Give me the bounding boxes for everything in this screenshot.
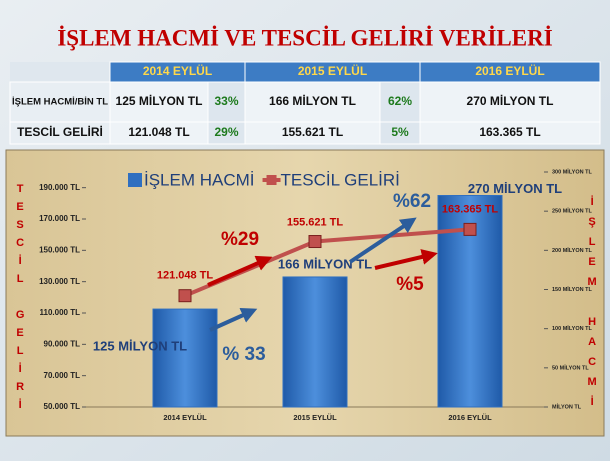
arrow xyxy=(348,217,417,264)
legend-label: TESCİL GELİRİ xyxy=(281,170,400,189)
table-cell-text: 270 MİLYON TL xyxy=(467,93,554,108)
title: İŞLEM HACMİ VE TESCİL GELİRİ VERİLERİ xyxy=(57,25,552,50)
y2-axis-title: İŞLEM HACMİ xyxy=(586,195,598,416)
table-row-label: TESCİL GELİRİ xyxy=(17,124,103,139)
y-tick-label: 110.000 TL xyxy=(40,308,81,317)
y2-tick-label: 150 MİLYON TL xyxy=(552,286,592,293)
y2-tick-label: 200 MİLYON TL xyxy=(552,247,592,254)
table-cell-text: 166 MİLYON TL xyxy=(269,93,356,108)
table-header-bg xyxy=(10,62,110,82)
table-label-cell xyxy=(9,81,111,123)
table-cell xyxy=(207,81,246,123)
y-axis-title: TESCİL GELİRİ xyxy=(14,183,26,417)
y-tick-label: 90.000 TL xyxy=(44,339,81,348)
annotation: %62 xyxy=(393,191,431,212)
table-cell-text: 29% xyxy=(214,125,238,139)
table: 2014 EYLÜL 2015 EYLÜL 2016 EYLÜL İŞLEM HACM… xyxy=(9,61,601,145)
y2-tick-label: 100 MİLYON TL xyxy=(552,325,592,332)
bar-value-label: 270 MİLYON TL xyxy=(468,181,562,196)
table-cell xyxy=(419,81,601,123)
y2-tick-label: MİLYON TL xyxy=(552,403,582,410)
arrow xyxy=(207,255,273,287)
line-point xyxy=(308,235,322,249)
annotation: % 33 xyxy=(222,344,265,365)
y2-tick-label: 300 MİLYON TL xyxy=(552,168,592,175)
y-tick-label: 150.000 TL xyxy=(39,245,80,254)
legend-swatch xyxy=(266,175,277,185)
x-tick-label: 2015 EYLÜL xyxy=(293,413,337,422)
y-tick-label: 190.000 TL xyxy=(39,183,80,192)
y-tick-label: 130.000 TL xyxy=(39,277,80,286)
table-header: 2014 EYLÜL xyxy=(143,63,212,78)
line-point xyxy=(463,222,477,236)
line-value-label: 121.048 TL xyxy=(157,270,214,282)
bar-value-label: 166 MİLYON TL xyxy=(278,256,372,271)
y2-tick-label: 50 MİLYON TL xyxy=(552,364,589,371)
legend-label: İŞLEM HACMİ xyxy=(144,170,255,189)
line-point xyxy=(178,289,192,303)
legend-swatch xyxy=(128,173,142,187)
annotation: %5 xyxy=(396,274,424,295)
line-value-label: 155.621 TL xyxy=(287,216,344,228)
arrow xyxy=(209,307,258,332)
table-cell xyxy=(419,121,601,145)
y-tick-label: 50.000 TL xyxy=(44,402,81,411)
chart: 50.000 TL 70.000 TL 90.000 TL 110.000 TL 130… xyxy=(14,168,598,422)
table-cell-text: 62% xyxy=(388,94,412,108)
table-cell-text: 5% xyxy=(391,125,409,139)
arrow xyxy=(374,249,438,270)
y2-tick-label: 250 MİLYON TL xyxy=(552,208,592,215)
bar xyxy=(152,308,218,408)
table-cell-text: 163.365 TL xyxy=(479,125,540,139)
table-cell-text: 33% xyxy=(214,94,238,108)
annotation: %29 xyxy=(221,229,259,250)
x-tick-label: 2016 EYLÜL xyxy=(448,413,492,422)
table-cell-text: 155.621 TL xyxy=(282,125,343,139)
table-header: 2016 EYLÜL xyxy=(475,63,544,78)
y-tick-label: 170.000 TL xyxy=(39,214,80,223)
table-row-label: İŞLEM HACMİ/BİN TL xyxy=(12,97,108,108)
line-value-label: 163.365 TL xyxy=(442,203,499,215)
table-cell-text: 125 MİLYON TL xyxy=(116,93,203,108)
table-header: 2015 EYLÜL xyxy=(298,63,367,78)
table-cell xyxy=(109,81,209,123)
table-cell-text: 121.048 TL xyxy=(128,125,189,139)
x-tick-label: 2014 EYLÜL xyxy=(163,413,207,422)
bar xyxy=(282,276,348,408)
y-tick-label: 70.000 TL xyxy=(44,371,81,380)
bar-value-label: 125 MİLYON TL xyxy=(93,339,187,354)
